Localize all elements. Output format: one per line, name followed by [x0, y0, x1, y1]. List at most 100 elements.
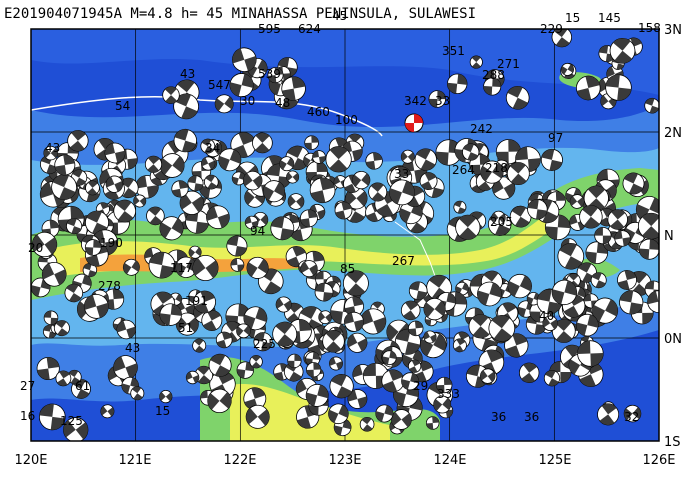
event-number-label: 20 — [28, 241, 43, 255]
beachball — [312, 150, 326, 164]
beachball — [389, 179, 415, 206]
beachball — [84, 210, 110, 235]
beachball — [617, 270, 637, 290]
beachball — [249, 355, 263, 369]
beachball — [407, 359, 422, 373]
beachball — [306, 362, 322, 378]
beachball — [38, 403, 66, 431]
beachball — [162, 86, 180, 104]
beachball — [253, 332, 273, 352]
event-number-label: 27 — [20, 379, 35, 393]
beachball — [578, 361, 604, 387]
beachball — [391, 409, 412, 430]
beachball — [542, 315, 558, 332]
event-number-label: 94 — [250, 224, 265, 238]
beachball — [597, 403, 620, 426]
beachball — [518, 362, 540, 384]
beachball — [236, 323, 251, 339]
beachball — [314, 282, 334, 302]
beachball — [526, 291, 541, 306]
beachball — [428, 90, 447, 108]
beachball — [557, 242, 585, 270]
beachball — [352, 171, 371, 190]
event-number-label: 460 — [307, 105, 330, 119]
beachball — [179, 190, 204, 215]
beachball — [267, 67, 284, 84]
beachball — [232, 47, 257, 72]
event-number-label: 333 — [437, 387, 460, 401]
beachball — [453, 200, 467, 214]
y-axis-right: 3N 2N N 0N 1S — [664, 23, 682, 450]
beachball — [64, 283, 84, 303]
beachball — [133, 194, 147, 208]
map-frame — [30, 28, 660, 442]
trench-line — [31, 95, 383, 137]
beachball — [619, 290, 644, 315]
focal-mechanisms — [31, 29, 659, 441]
beachball — [287, 193, 305, 210]
beachball — [491, 210, 506, 226]
y-tick-label: 1S — [664, 435, 681, 450]
event-number-label: 125 — [60, 414, 83, 428]
beachball — [318, 310, 333, 325]
beachball — [576, 313, 599, 337]
beachball — [455, 214, 481, 240]
beachball — [130, 386, 145, 401]
beachball — [480, 160, 504, 184]
event-number-label: 36 — [524, 410, 539, 424]
event-number-label: 158 — [638, 21, 661, 35]
beachball — [419, 172, 438, 191]
beachball — [375, 404, 394, 423]
beachball — [122, 258, 140, 276]
beachball — [576, 75, 601, 101]
event-number-label: 539 — [258, 67, 281, 81]
beachball — [173, 93, 199, 120]
beachball — [287, 353, 302, 369]
beachball — [304, 135, 319, 151]
map-title: E201904071945A M=4.8 h= 45 MINAHASSA PEN… — [4, 6, 476, 22]
event-number-label: 242 — [470, 122, 493, 136]
beachball — [67, 130, 89, 152]
beachball — [53, 320, 70, 337]
beachball — [309, 177, 336, 204]
beachball — [83, 294, 109, 319]
event-number-label: 43 — [125, 341, 140, 355]
beachball — [214, 94, 234, 114]
beachball — [84, 239, 102, 256]
beachball — [85, 180, 100, 196]
beachball — [113, 199, 137, 223]
beachball — [230, 258, 245, 272]
event-number-label: 218 — [485, 161, 508, 175]
event-number-label: 267 — [392, 254, 415, 268]
beachball — [614, 230, 631, 247]
beachball — [368, 182, 388, 202]
beachball — [594, 226, 612, 245]
beachball — [328, 403, 349, 425]
y-tick-label: 3N — [664, 23, 682, 38]
x-tick-label: 123E — [328, 453, 361, 468]
x-tick-label: 126E — [642, 453, 675, 468]
beachball — [246, 256, 269, 279]
beachball — [462, 143, 480, 161]
x-tick-label: 121E — [118, 453, 151, 468]
event-number-label: 271 — [497, 57, 520, 71]
beachball — [623, 404, 642, 423]
beachball — [483, 77, 502, 96]
beachball — [206, 205, 230, 230]
beachball — [401, 372, 420, 391]
beachball — [159, 390, 173, 404]
beachball — [605, 74, 632, 101]
beachball — [543, 370, 561, 387]
beachball — [215, 331, 233, 349]
beachball — [244, 215, 259, 230]
beachball — [200, 138, 216, 154]
beachball — [452, 338, 467, 353]
beachball — [506, 162, 530, 186]
beachball — [218, 148, 242, 172]
beachball — [425, 416, 440, 430]
beachball — [105, 175, 124, 193]
x-axis: 120E 121E 122E 123E 124E 125E 126E — [14, 453, 675, 468]
beachball — [305, 383, 329, 407]
event-number-label: 100 — [335, 113, 358, 127]
